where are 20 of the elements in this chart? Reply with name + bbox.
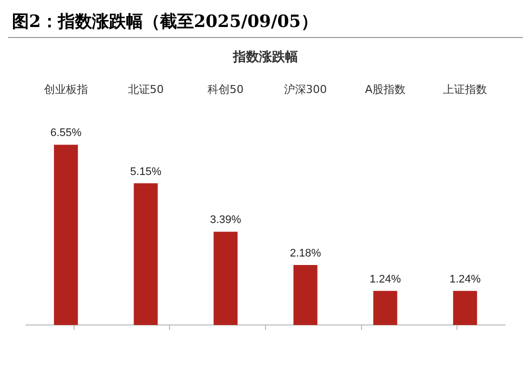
bar [134,183,158,325]
x-tick-label: 科创50 [208,83,244,96]
data-label: 1.24% [449,273,481,286]
chart-subtitle: 指数涨跌幅 [232,50,298,66]
data-label: 6.55% [50,127,82,140]
bar [453,290,478,325]
x-tick-label: A股指数 [364,83,406,96]
chart-title: 图2：指数涨跌幅（截至2025/09/05） [8,8,523,38]
data-label: 2.18% [290,248,322,260]
bar [373,290,398,325]
bar [214,232,238,325]
x-tick-label: 沪深300 [284,83,327,96]
x-tick-label: 北证50 [128,83,164,96]
bar [293,264,318,325]
data-label: 1.24% [370,273,402,286]
x-tick-label: 上证指数 [443,83,488,96]
data-label: 5.15% [130,166,162,178]
x-tick-label: 创业板指 [44,83,88,96]
data-label: 3.39% [210,214,242,226]
bar [54,144,78,325]
